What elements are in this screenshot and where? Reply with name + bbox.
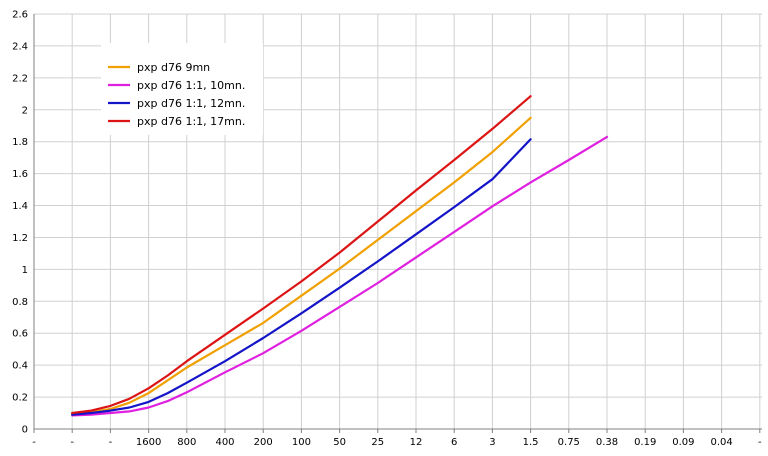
x-tick-label: 200 (254, 437, 273, 448)
series-line-2 (71, 135, 609, 417)
series-line-4 (71, 95, 532, 415)
series-layer (71, 95, 609, 417)
axes (33, 14, 762, 433)
y-tick-label: 1.2 (12, 233, 28, 244)
legend: pxp d76 9mn pxp d76 1:1, 10mn. pxp d76 1:1… (101, 43, 263, 135)
y-tick-label: 2.4 (12, 41, 28, 52)
x-tick-label: 3 (489, 437, 495, 448)
x-tick-label: - (109, 437, 113, 448)
x-tick-label: 1600 (136, 437, 161, 448)
x-tick-label: - (758, 437, 762, 448)
x-tick-label: 12 (410, 437, 423, 448)
y-tick-label: 1 (22, 265, 28, 276)
y-tick-label: 0.6 (12, 329, 28, 340)
legend-box (101, 43, 263, 135)
y-tick-label: 1.6 (12, 169, 28, 180)
x-tick-label: 50 (333, 437, 346, 448)
x-tick-labels: - - - 1600 800 400 200 100 50 25 12 6 3 1.5 0.75 0.38 0.… (32, 437, 762, 448)
x-tick-label: 800 (177, 437, 196, 448)
x-tick-label: 0.09 (672, 437, 694, 448)
y-tick-label: 1.4 (12, 201, 28, 212)
legend-label-1: pxp d76 9mn (137, 61, 210, 74)
x-tick-label: 6 (451, 437, 457, 448)
x-tick-label: 0.75 (558, 437, 580, 448)
series-line-1 (71, 116, 532, 415)
x-tick-label: 0.19 (634, 437, 656, 448)
y-tick-labels: 0 0.2 0.4 0.6 0.8 1 1.2 1.4 1.6 1.8 2 2.2 2.4 2.6 (12, 10, 28, 436)
y-tick-label: 0.8 (12, 297, 28, 308)
x-tick-label: 100 (292, 437, 311, 448)
y-tick-label: 2.2 (12, 73, 28, 84)
x-tick-label: - (32, 437, 36, 448)
x-tick-label: 0.38 (596, 437, 618, 448)
y-tick-label: 0 (22, 425, 28, 436)
y-tick-label: 0.2 (12, 393, 28, 404)
legend-label-4: pxp d76 1:1, 17mn. (137, 115, 245, 128)
series-line-3 (71, 138, 532, 416)
x-tick-label: 400 (215, 437, 234, 448)
x-tick-label: 25 (371, 437, 384, 448)
x-tick-label: 0.04 (710, 437, 732, 448)
x-tick-label: 1.5 (523, 437, 539, 448)
y-tick-label: 1.8 (12, 137, 28, 148)
y-tick-label: 2.6 (12, 10, 28, 21)
x-tick-label: - (70, 437, 74, 448)
legend-label-3: pxp d76 1:1, 12mn. (137, 97, 245, 110)
legend-label-2: pxp d76 1:1, 10mn. (137, 79, 245, 92)
y-tick-label: 2 (22, 105, 28, 116)
y-tick-label: 0.4 (12, 361, 28, 372)
